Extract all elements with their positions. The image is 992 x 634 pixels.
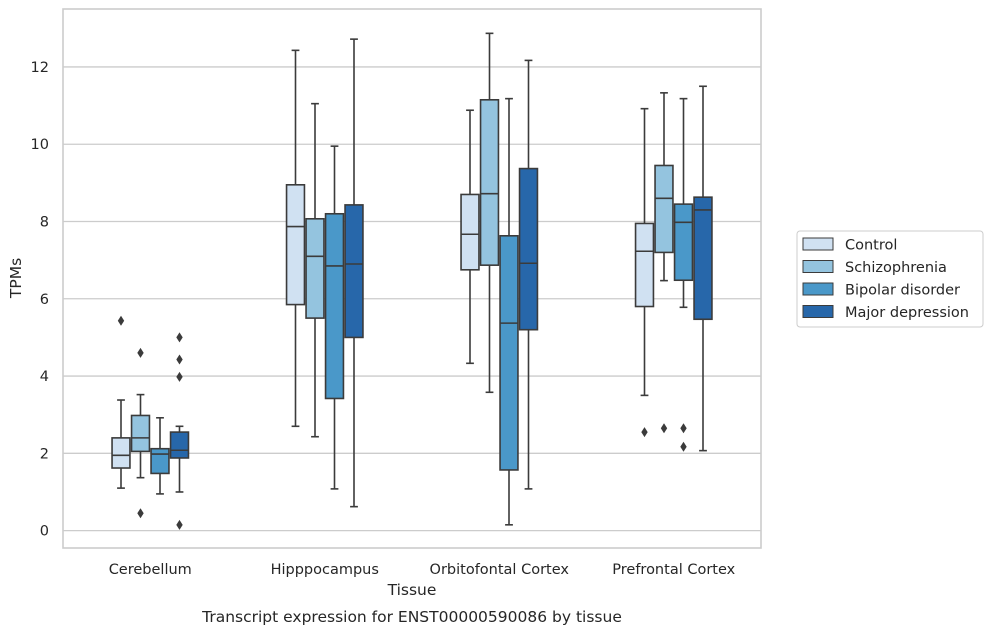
box-major-depression-1: [344, 38, 364, 508]
outlier-point: [176, 371, 183, 382]
box-body: [169, 431, 190, 459]
box-schizophrenia-0: [130, 347, 151, 519]
box-body: [130, 414, 151, 453]
outlier-point: [660, 423, 668, 434]
outlier-point: [680, 423, 687, 434]
box-body: [324, 212, 345, 400]
box-body: [344, 204, 364, 339]
outlier-point: [176, 354, 183, 365]
box-bipolar-disorder-1: [324, 145, 345, 490]
box-major-depression-0: [169, 332, 190, 530]
box-body: [693, 196, 713, 321]
box-major-depression-2: [518, 59, 539, 490]
outlier-point: [176, 332, 183, 343]
box-body: [460, 193, 480, 271]
box-bipolar-disorder-3: [673, 97, 694, 452]
legend-swatch: [802, 282, 834, 296]
legend-swatch: [802, 305, 834, 318]
y-axis-ticks: 0 2 4 6 8 10 12: [31, 60, 49, 540]
legend-swatch: [802, 260, 834, 273]
y-tick-label: 0: [40, 524, 49, 540]
y-tick-label: 8: [40, 215, 49, 231]
y-tick-label: 10: [31, 137, 49, 153]
x-tick-label: Prefrontal Cortex: [612, 562, 735, 578]
box-body: [305, 218, 325, 319]
legend-label: Schizophrenia: [845, 260, 947, 276]
box-control-2: [460, 109, 480, 365]
box-body: [150, 447, 170, 475]
legend-label: Major depression: [845, 305, 969, 321]
y-tick-label: 4: [40, 369, 49, 385]
outlier-point: [641, 427, 648, 438]
box-body: [285, 184, 306, 306]
legend-label: Bipolar disorder: [845, 283, 960, 299]
plot-frame: [62, 8, 762, 549]
box-control-3: [634, 107, 655, 438]
box-body: [499, 235, 519, 471]
box-bipolar-disorder-2: [499, 97, 519, 526]
box-bipolar-disorder-0: [150, 416, 170, 495]
outlier-point: [176, 519, 183, 530]
box-body: [634, 222, 655, 308]
box-control-1: [285, 49, 306, 428]
legend: Control Schizophrenia Bipolar disorder Majo…: [796, 230, 984, 328]
box-control-0: [111, 315, 131, 489]
x-tick-label: Orbitofontal Cortex: [430, 562, 570, 578]
x-tick-label: Cerebellum: [109, 562, 192, 578]
legend-frame: [796, 230, 984, 328]
box-major-depression-3: [693, 85, 713, 452]
y-tick-label: 2: [40, 446, 49, 462]
box-schizophrenia-1: [305, 102, 325, 438]
box-schizophrenia-2: [479, 32, 500, 394]
outlier-point: [117, 315, 125, 326]
plot-marks: [111, 32, 713, 530]
x-axis-ticks: Cerebellum Hipppocampus Orbitofontal Corte…: [109, 562, 736, 578]
outlier-point: [137, 508, 144, 519]
outlier-point: [680, 441, 687, 452]
y-axis-label: TPMs: [7, 258, 25, 299]
box-body: [479, 98, 500, 266]
box-body: [673, 203, 694, 282]
box-body: [518, 167, 539, 331]
outlier-point: [137, 347, 144, 358]
x-axis-label: Tissue: [387, 581, 437, 599]
box-body: [654, 164, 674, 254]
chart-title: Transcript expression for ENST0000059008…: [201, 608, 622, 626]
y-tick-label: 12: [31, 60, 49, 76]
x-tick-label: Hipppocampus: [271, 562, 379, 578]
y-tick-label: 6: [40, 292, 49, 308]
box-schizophrenia-3: [654, 92, 674, 434]
box-body: [111, 437, 131, 469]
legend-label: Control: [845, 238, 897, 254]
legend-swatch: [802, 237, 834, 251]
